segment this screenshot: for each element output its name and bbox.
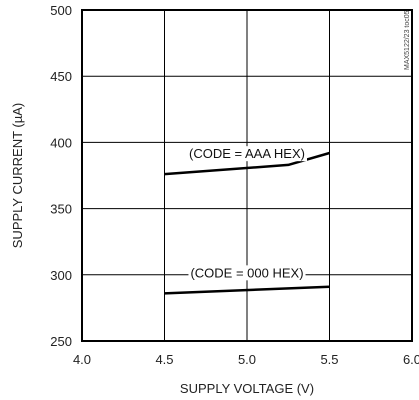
x-tick-label: 6.0 — [403, 352, 419, 367]
series-group — [164, 151, 330, 295]
x-tick-label: 4.5 — [155, 352, 173, 367]
x-tick-label: 4.0 — [73, 352, 91, 367]
y-tick-label: 250 — [50, 334, 72, 349]
x-tick-label: 5.0 — [238, 352, 256, 367]
y-tick-label: 450 — [50, 69, 72, 84]
plot-frame — [81, 9, 413, 342]
series-line-0 — [164, 151, 330, 176]
y-tick-labels: 250 300 350 400 450 500 — [50, 3, 72, 349]
y-tick-label: 300 — [50, 268, 72, 283]
x-tick-label: 5.5 — [320, 352, 338, 367]
series-label-bg — [188, 265, 306, 281]
y-tick-label: 500 — [50, 3, 72, 18]
y-tick-label: 400 — [50, 135, 72, 150]
figure-code: MAX5122/23 toc05 — [404, 10, 411, 70]
annotations: (CODE = AAA HEX) (CODE = 000 HEX) — [187, 146, 307, 281]
series-label-0: (CODE = AAA HEX) — [189, 146, 305, 161]
series-line-1 — [164, 285, 330, 295]
x-tick-labels: 4.0 4.5 5.0 5.5 6.0 — [73, 352, 419, 367]
grid — [82, 10, 412, 341]
y-axis-label: SUPPLY CURRENT (µA) — [10, 103, 25, 248]
series-label-1: (CODE = 000 HEX) — [190, 265, 303, 280]
series-label-bg — [187, 146, 307, 162]
y-tick-label: 350 — [50, 202, 72, 217]
x-axis-label: SUPPLY VOLTAGE (V) — [180, 381, 314, 396]
